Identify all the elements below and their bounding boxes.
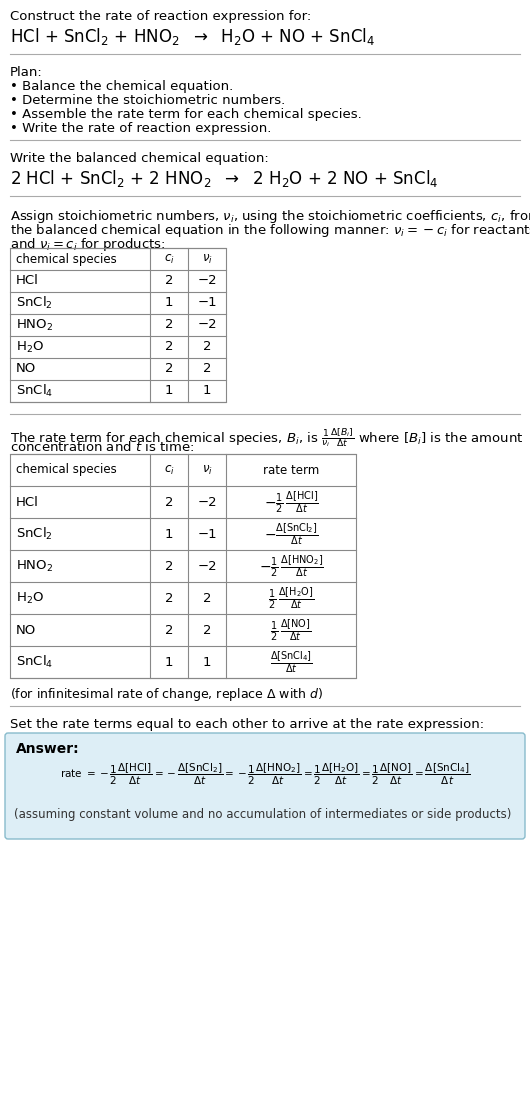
Text: 1: 1 (165, 527, 173, 540)
Text: Construct the rate of reaction expression for:: Construct the rate of reaction expressio… (10, 10, 311, 23)
Text: Set the rate terms equal to each other to arrive at the rate expression:: Set the rate terms equal to each other t… (10, 718, 484, 731)
Text: SnCl$_2$: SnCl$_2$ (16, 526, 53, 542)
Text: −1: −1 (197, 297, 217, 309)
Text: rate term: rate term (263, 464, 319, 477)
Text: 2: 2 (165, 318, 173, 331)
Text: $-\frac{\Delta[\mathrm{SnCl_2}]}{\Delta t}$: $-\frac{\Delta[\mathrm{SnCl_2}]}{\Delta … (264, 522, 318, 547)
Text: $\nu_i$: $\nu_i$ (201, 464, 213, 477)
Bar (10, 248, 226, 403)
Text: 2: 2 (165, 275, 173, 288)
Text: 2: 2 (165, 340, 173, 354)
Text: HCl + SnCl$_2$ + HNO$_2$  $\rightarrow$  H$_2$O + NO + SnCl$_4$: HCl + SnCl$_2$ + HNO$_2$ $\rightarrow$ H… (10, 26, 375, 47)
Text: $c_i$: $c_i$ (164, 252, 174, 266)
Text: • Balance the chemical equation.: • Balance the chemical equation. (10, 80, 233, 93)
Text: 2: 2 (203, 624, 211, 636)
Text: Assign stoichiometric numbers, $\nu_i$, using the stoichiometric coefficients, $: Assign stoichiometric numbers, $\nu_i$, … (10, 208, 530, 225)
Text: 1: 1 (165, 297, 173, 309)
Text: 2 HCl + SnCl$_2$ + 2 HNO$_2$  $\rightarrow$  2 H$_2$O + 2 NO + SnCl$_4$: 2 HCl + SnCl$_2$ + 2 HNO$_2$ $\rightarro… (10, 168, 439, 189)
Text: NO: NO (16, 624, 36, 636)
Text: 2: 2 (203, 592, 211, 605)
Text: SnCl$_2$: SnCl$_2$ (16, 295, 53, 311)
Text: 1: 1 (203, 385, 211, 397)
Text: 2: 2 (165, 363, 173, 376)
Text: $\frac{1}{2}\,\frac{\Delta[\mathrm{NO}]}{\Delta t}$: $\frac{1}{2}\,\frac{\Delta[\mathrm{NO}]}… (270, 617, 312, 643)
Text: 2: 2 (203, 340, 211, 354)
Text: 1: 1 (203, 655, 211, 668)
FancyBboxPatch shape (5, 733, 525, 838)
Text: 2: 2 (165, 496, 173, 508)
Text: SnCl$_4$: SnCl$_4$ (16, 654, 53, 671)
Text: $c_i$: $c_i$ (164, 464, 174, 477)
Text: chemical species: chemical species (16, 464, 117, 477)
Text: H$_2$O: H$_2$O (16, 339, 44, 355)
Text: HCl: HCl (16, 496, 39, 508)
Text: H$_2$O: H$_2$O (16, 590, 44, 606)
Text: $\nu_i$: $\nu_i$ (201, 252, 213, 266)
Text: • Determine the stoichiometric numbers.: • Determine the stoichiometric numbers. (10, 95, 285, 107)
Text: −2: −2 (197, 559, 217, 573)
Text: $\frac{1}{2}\,\frac{\Delta[\mathrm{H_2O}]}{\Delta t}$: $\frac{1}{2}\,\frac{\Delta[\mathrm{H_2O}… (268, 585, 314, 610)
Text: (assuming constant volume and no accumulation of intermediates or side products): (assuming constant volume and no accumul… (14, 808, 511, 821)
Text: NO: NO (16, 363, 36, 376)
Text: Write the balanced chemical equation:: Write the balanced chemical equation: (10, 152, 269, 165)
Text: −2: −2 (197, 496, 217, 508)
Text: • Write the rate of reaction expression.: • Write the rate of reaction expression. (10, 122, 271, 135)
Text: SnCl$_4$: SnCl$_4$ (16, 383, 53, 399)
Text: and $\nu_i = c_i$ for products:: and $\nu_i = c_i$ for products: (10, 236, 165, 254)
Text: Answer:: Answer: (16, 742, 80, 756)
Text: 2: 2 (165, 624, 173, 636)
Text: Plan:: Plan: (10, 66, 43, 79)
Text: −1: −1 (197, 527, 217, 540)
Text: −2: −2 (197, 318, 217, 331)
Text: • Assemble the rate term for each chemical species.: • Assemble the rate term for each chemic… (10, 108, 362, 121)
Text: 2: 2 (165, 592, 173, 605)
Text: rate $= -\dfrac{1}{2}\dfrac{\Delta[\mathrm{HCl}]}{\Delta t} = -\dfrac{\Delta[\ma: rate $= -\dfrac{1}{2}\dfrac{\Delta[\math… (60, 762, 470, 786)
Text: 2: 2 (203, 363, 211, 376)
Text: $-\frac{1}{2}\,\frac{\Delta[\mathrm{HCl}]}{\Delta t}$: $-\frac{1}{2}\,\frac{\Delta[\mathrm{HCl}… (263, 489, 319, 515)
Text: −2: −2 (197, 275, 217, 288)
Text: concentration and $t$ is time:: concentration and $t$ is time: (10, 440, 194, 454)
Text: 1: 1 (165, 655, 173, 668)
Text: the balanced chemical equation in the following manner: $\nu_i = -c_i$ for react: the balanced chemical equation in the fo… (10, 222, 530, 239)
Text: HCl: HCl (16, 275, 39, 288)
Text: HNO$_2$: HNO$_2$ (16, 317, 54, 332)
Text: (for infinitesimal rate of change, replace Δ with $d$): (for infinitesimal rate of change, repla… (10, 686, 323, 703)
Text: 2: 2 (165, 559, 173, 573)
Text: The rate term for each chemical species, $B_i$, is $\frac{1}{\nu_i}\frac{\Delta[: The rate term for each chemical species,… (10, 426, 524, 449)
Text: $\frac{\Delta[\mathrm{SnCl_4}]}{\Delta t}$: $\frac{\Delta[\mathrm{SnCl_4}]}{\Delta t… (270, 649, 312, 675)
Text: $-\frac{1}{2}\,\frac{\Delta[\mathrm{HNO_2}]}{\Delta t}$: $-\frac{1}{2}\,\frac{\Delta[\mathrm{HNO_… (259, 553, 323, 579)
Bar (10, 454, 356, 678)
Text: 1: 1 (165, 385, 173, 397)
Text: HNO$_2$: HNO$_2$ (16, 558, 54, 574)
Text: chemical species: chemical species (16, 252, 117, 266)
